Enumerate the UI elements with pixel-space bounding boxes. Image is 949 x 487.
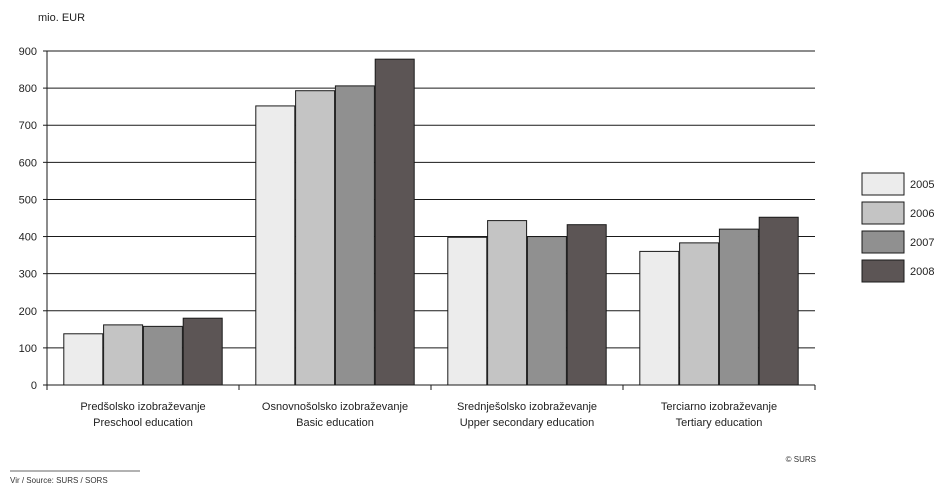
legend: 2005 2006 2007 2008: [861, 172, 934, 283]
bar-2005-cat-3: [639, 250, 680, 386]
bar-2005-cat-1: [255, 105, 296, 386]
category-sublabel-3: Tertiary education: [676, 417, 763, 429]
source-label: Vir / Source: SURS / SORS: [10, 476, 108, 485]
gridlines: [47, 50, 815, 349]
legend-swatch-2006: [861, 201, 905, 225]
y-tick-label-800: 800: [19, 83, 37, 95]
legend-label-2008: 2008: [910, 266, 934, 278]
bar-2006-cat-0: [103, 324, 144, 386]
legend-label-2005: 2005: [910, 179, 934, 191]
y-tick-label-400: 400: [19, 232, 37, 244]
category-labels: Predšolsko izobraževanje Preschool educat…: [80, 401, 777, 429]
y-tick-label-200: 200: [19, 306, 37, 318]
bar-2008-cat-2: [566, 224, 607, 386]
bar-2006-cat-1: [295, 90, 336, 386]
category-label-0: Predšolsko izobraževanje: [80, 401, 205, 413]
legend-swatch-2005: [861, 172, 905, 196]
legend-label-2006: 2006: [910, 208, 934, 220]
category-label-1: Osnovnošolsko izobraževanje: [262, 401, 408, 413]
bar-2007-cat-2: [526, 236, 567, 386]
y-axis-unit-label: mio. EUR: [38, 12, 85, 24]
category-sublabel-2: Upper secondary education: [460, 417, 595, 429]
category-label-3: Terciarno izobraževanje: [661, 401, 777, 413]
y-tick-labels: 0 100 200 300 400 500 600 700 800 900: [19, 46, 37, 392]
legend-label-2007: 2007: [910, 237, 934, 249]
legend-swatch-2008: [861, 259, 905, 283]
y-tick-label-500: 500: [19, 194, 37, 206]
category-sublabel-1: Basic education: [296, 417, 374, 429]
bar-2005-cat-2: [447, 236, 488, 386]
bar-2007-cat-0: [142, 325, 183, 386]
bar-2006-cat-2: [487, 220, 528, 386]
bar-2008-cat-0: [182, 317, 223, 386]
bar-2008-cat-1: [374, 58, 415, 386]
legend-swatch-2007: [861, 230, 905, 254]
y-tick-label-0: 0: [31, 380, 37, 392]
y-tick-label-100: 100: [19, 343, 37, 355]
bar-2005-cat-0: [63, 333, 104, 386]
y-tick-label-600: 600: [19, 157, 37, 169]
category-sublabel-0: Preschool education: [93, 417, 193, 429]
bar-2007-cat-1: [334, 85, 375, 386]
axes: [43, 50, 816, 390]
bar-2006-cat-3: [679, 242, 720, 386]
y-tick-label-900: 900: [19, 46, 37, 58]
copyright-label: © SURS: [786, 455, 816, 464]
y-tick-label-700: 700: [19, 120, 37, 132]
y-tick-label-300: 300: [19, 269, 37, 281]
bar-2007-cat-3: [718, 228, 759, 386]
category-label-2: Srednješolsko izobraževanje: [457, 401, 597, 413]
bar-2008-cat-3: [758, 216, 799, 386]
bars: [63, 58, 799, 386]
